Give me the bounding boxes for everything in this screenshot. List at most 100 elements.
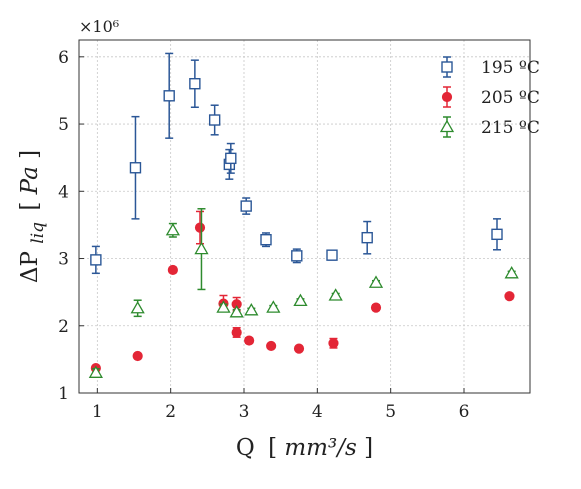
data-point [225, 142, 237, 174]
y-axis-title-close-bracket: ] [17, 150, 43, 159]
series-3 [88, 208, 519, 378]
data-point [293, 293, 308, 307]
data-point [293, 343, 305, 354]
y-tick-label: 2 [58, 317, 69, 337]
axis-ticks: 1 2 3 4 5 6 1 2 3 4 5 6 [58, 48, 469, 422]
data-point-marker [88, 365, 103, 378]
data-point-marker [293, 293, 308, 307]
data-point [266, 300, 281, 313]
data-point [165, 222, 180, 238]
data-point-marker [229, 305, 244, 318]
data-point-marker [189, 78, 201, 90]
data-point-marker [260, 233, 272, 246]
y-tick-label: 5 [58, 115, 69, 135]
data-point [326, 249, 338, 261]
y-tick-label: 6 [58, 48, 69, 68]
data-point-marker [491, 228, 503, 241]
data-point-marker [194, 222, 206, 233]
data-point [231, 327, 242, 338]
data-point-marker [328, 288, 343, 301]
x-tick-label: 1 [92, 402, 103, 422]
data-point-marker [244, 335, 255, 346]
data-point [244, 335, 255, 346]
x-axis-title-open-bracket: [ [268, 435, 277, 461]
data-point-marker [194, 241, 209, 255]
y-axis-title-unit: Pa [17, 166, 43, 195]
x-tick-label: 3 [239, 402, 250, 422]
data-point-marker [326, 249, 338, 261]
legend-marker [441, 91, 453, 103]
data-point-marker [368, 275, 384, 288]
data-point-marker [225, 152, 237, 165]
data-point-marker [129, 162, 142, 174]
x-axis-title-unit: mm³/s [284, 435, 357, 461]
legend-marker [439, 119, 455, 133]
data-point-marker [167, 264, 178, 276]
data-point-marker [266, 340, 277, 352]
data-point [260, 232, 272, 248]
data-point [194, 208, 209, 291]
legend-entry-1: 195 ºC [441, 56, 540, 78]
y-axis-title: ΔP liq [ Pa ] [17, 150, 49, 283]
x-axis-title-close-bracket: ] [364, 435, 373, 461]
x-tick-label: 6 [459, 402, 470, 422]
data-point [130, 299, 145, 318]
data-point-marker [244, 302, 259, 316]
data-series [88, 52, 519, 378]
data-point [216, 300, 231, 313]
data-point [491, 218, 503, 251]
y-axis-multiplier: ×10⁶ [79, 17, 119, 36]
data-point [244, 302, 259, 316]
data-point [240, 197, 252, 215]
data-point-marker [370, 302, 382, 313]
data-point [328, 288, 343, 301]
data-point-marker [328, 338, 339, 349]
data-point-marker [132, 350, 143, 362]
legend-label: 195 ºC [481, 58, 540, 78]
legend-label: 205 ºC [481, 88, 540, 108]
data-point [370, 302, 382, 313]
legend-label: 215 ºC [481, 118, 540, 138]
series-1 [90, 52, 503, 275]
series-2 [90, 210, 515, 374]
data-point [132, 350, 143, 362]
data-point [194, 210, 206, 245]
data-point [163, 52, 175, 139]
y-tick-label: 4 [58, 182, 69, 202]
x-tick-label: 2 [165, 402, 176, 422]
data-point-marker [361, 231, 373, 244]
data-point-marker [231, 327, 242, 338]
data-point-marker [266, 300, 281, 313]
data-point-marker [163, 90, 175, 102]
data-point [291, 248, 303, 264]
y-axis-title-main: ΔP [17, 251, 43, 283]
data-point [504, 266, 519, 279]
data-point-marker [216, 300, 231, 313]
data-point [189, 59, 201, 108]
legend-entry-2: 205 ºC [441, 86, 540, 108]
data-point [368, 275, 384, 288]
data-point [88, 365, 103, 378]
data-point [504, 291, 515, 302]
x-tick-label: 5 [385, 402, 396, 422]
data-point [167, 264, 178, 276]
plot-frame [78, 39, 531, 394]
data-point [361, 220, 373, 255]
data-point [328, 337, 339, 349]
y-axis-title-open-bracket: [ [17, 202, 43, 211]
data-point [266, 340, 277, 352]
data-point-marker [293, 343, 305, 354]
grid [79, 40, 530, 394]
y-tick-label: 1 [58, 384, 69, 404]
x-axis-title-main: Q [236, 435, 255, 461]
data-point-marker [165, 222, 180, 236]
data-point [90, 245, 102, 275]
data-point-marker [130, 300, 145, 314]
data-point-marker [291, 250, 303, 262]
data-point [208, 104, 221, 136]
legend-entry-3: 215 ºC [439, 116, 540, 138]
y-tick-label: 3 [58, 250, 69, 270]
data-point [129, 115, 142, 220]
